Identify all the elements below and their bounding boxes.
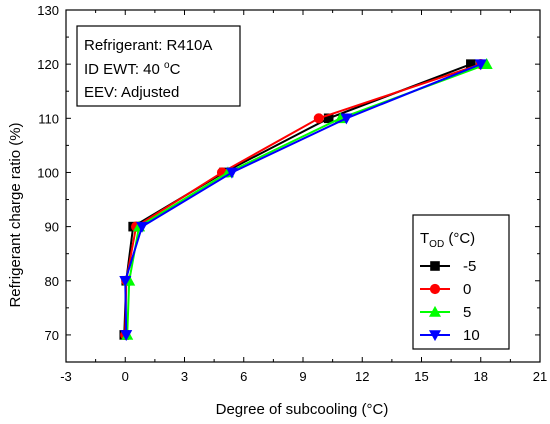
series-line bbox=[126, 63, 488, 335]
series-layer bbox=[119, 58, 493, 342]
y-tick-label: 90 bbox=[45, 220, 59, 235]
info-box: Refrigerant: R410A ID EWT: 40 oC EEV: Ad… bbox=[76, 25, 241, 107]
data-point bbox=[474, 59, 487, 71]
legend-label: 5 bbox=[463, 304, 471, 321]
x-tick-label: 9 bbox=[299, 369, 306, 384]
legend-marker bbox=[428, 305, 442, 317]
x-tick-label: -3 bbox=[60, 369, 72, 384]
x-tick-label: 3 bbox=[181, 369, 188, 384]
data-point bbox=[120, 330, 133, 342]
legend-entry: 5 bbox=[420, 304, 471, 321]
y-tick-label: 110 bbox=[38, 111, 59, 126]
data-point bbox=[340, 113, 353, 125]
info-line-refrigerant: Refrigerant: R410A bbox=[84, 37, 212, 54]
y-tick-label: 70 bbox=[45, 328, 59, 343]
x-tick-label: 15 bbox=[414, 369, 428, 384]
legend-label: -5 bbox=[463, 258, 476, 275]
info-line-ewt: ID EWT: 40 oC bbox=[84, 60, 181, 78]
x-tick-label: 12 bbox=[355, 369, 369, 384]
legend-label: 0 bbox=[463, 281, 471, 298]
legend-entry: 0 bbox=[420, 281, 471, 298]
legend-marker bbox=[428, 330, 442, 342]
legend-marker bbox=[430, 261, 440, 271]
series-10 bbox=[119, 59, 487, 342]
y-tick-label: 130 bbox=[37, 3, 59, 18]
x-tick-label: 6 bbox=[240, 369, 247, 384]
legend-entries: -5 0 5 10 bbox=[420, 258, 480, 344]
legend-entry: 10 bbox=[420, 327, 480, 344]
legend-frame bbox=[412, 214, 510, 350]
series-line bbox=[124, 63, 482, 335]
legend-label: 10 bbox=[463, 327, 480, 344]
legend: TOD (°C) -5 0 5 10 bbox=[412, 214, 510, 350]
y-tick-label: 120 bbox=[37, 57, 59, 72]
data-point bbox=[119, 275, 132, 287]
x-tick-label: 21 bbox=[533, 369, 547, 384]
x-tick-label: 0 bbox=[122, 369, 129, 384]
legend-title: TOD (°C) bbox=[420, 230, 475, 250]
info-box-frame bbox=[76, 25, 241, 107]
y-tick-label: 80 bbox=[45, 274, 59, 289]
data-point bbox=[225, 167, 238, 179]
y-axis-title: Refrigerant charge ratio (%) bbox=[7, 122, 24, 307]
data-point bbox=[323, 113, 334, 124]
x-tick-label: 18 bbox=[474, 369, 488, 384]
legend-entry: -5 bbox=[420, 258, 476, 275]
y-tick-label: 100 bbox=[37, 165, 59, 180]
data-point bbox=[313, 113, 324, 124]
data-point bbox=[136, 221, 149, 233]
info-line-eev: EEV: Adjusted bbox=[84, 84, 179, 101]
x-axis-title: Degree of subcooling (°C) bbox=[216, 401, 389, 418]
legend-marker bbox=[429, 283, 441, 295]
